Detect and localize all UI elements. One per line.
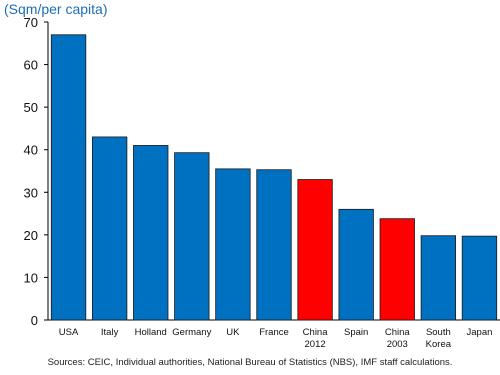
x-tick-label: China 2003 [385,327,411,350]
x-tick-label: Spain [344,327,368,338]
x-tick-label: South Korea [426,327,452,350]
y-tick-label: 60 [24,58,38,73]
bar-germany [174,152,210,321]
bar-china-2003 [379,218,415,321]
y-tick-label: 40 [24,143,38,158]
x-tick-label: Holland [135,327,167,338]
x-tick-label: UK [226,327,240,338]
x-tick-label: Germany [172,327,211,338]
bar-holland [133,145,169,321]
bar-china-2012 [297,179,333,321]
bar-japan [461,235,498,321]
x-tick-label: Italy [101,327,119,338]
bar-france [256,169,292,321]
y-tick-label: 10 [24,270,38,285]
bar-uk [215,168,251,321]
x-tick-label: France [259,327,289,338]
bar-south-korea [420,235,457,321]
y-axis-unit-label: (Sqm/per capita) [4,1,108,17]
y-axis-ticks: 0 10 20 30 40 50 60 70 [24,15,48,328]
y-tick-label: 0 [31,313,38,328]
y-tick-label: 30 [24,185,38,200]
y-tick-label: 50 [24,100,38,115]
y-tick-label: 20 [24,228,38,243]
bars-group [50,34,498,321]
bar-spain [338,208,374,321]
x-tick-label: Japan [467,327,493,338]
bar-italy [91,136,128,321]
source-note: Sources: CEIC, Individual authorities, N… [47,357,453,368]
x-tick-label: China 2012 [303,327,329,350]
y-tick-label: 70 [24,15,38,30]
x-axis-ticks: USA Italy Holland Germany UK France China 2012 S… [59,327,493,350]
x-tick-label: USA [59,327,79,338]
bar-usa [50,34,87,321]
